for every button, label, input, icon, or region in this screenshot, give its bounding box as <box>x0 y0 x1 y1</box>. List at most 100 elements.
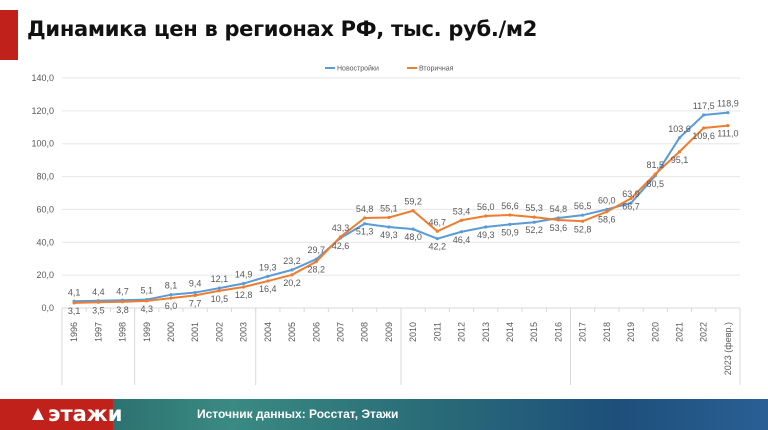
series-line-vtorichnaya <box>74 124 728 304</box>
data-point <box>193 290 197 295</box>
x-tick-label: 2018 <box>602 322 612 342</box>
data-point <box>363 222 367 226</box>
y-tick-label: 20,0 <box>36 270 54 280</box>
data-label: 28,2 <box>307 265 325 275</box>
data-point <box>629 201 633 205</box>
data-label: 46,7 <box>429 217 447 227</box>
x-tick-label: 2000 <box>166 322 176 342</box>
data-point <box>459 218 464 222</box>
data-label: 43,3 <box>332 223 350 233</box>
data-label: 49,3 <box>380 230 398 240</box>
data-point <box>290 273 294 277</box>
data-point <box>387 215 391 220</box>
data-point <box>581 213 585 217</box>
data-label: 56,0 <box>477 202 495 212</box>
data-label: 42,2 <box>429 242 447 252</box>
x-tick-label: 2019 <box>626 322 636 342</box>
x-tick-label: 2014 <box>505 322 515 342</box>
data-label: 117,5 <box>693 101 715 111</box>
y-tick-label: 40,0 <box>36 237 54 247</box>
x-tick-label: 1999 <box>142 322 152 342</box>
x-tick-label: 2016 <box>553 322 563 342</box>
data-point <box>169 296 173 300</box>
data-point <box>629 196 633 201</box>
x-tick-label: 2007 <box>335 322 345 342</box>
data-point <box>266 279 270 283</box>
data-point <box>387 225 391 229</box>
data-label: 46,4 <box>453 235 471 245</box>
data-label: 95,1 <box>671 155 689 165</box>
data-point <box>193 293 197 297</box>
x-tick-label: 1996 <box>69 322 79 342</box>
x-tick-label: 2015 <box>529 322 539 342</box>
data-point <box>581 219 585 223</box>
data-label: 3,5 <box>92 305 105 315</box>
data-label: 23,2 <box>283 256 301 266</box>
data-point <box>532 220 536 224</box>
data-label: 54,8 <box>550 204 568 214</box>
x-tick-label: 2017 <box>578 322 588 342</box>
data-label: 55,1 <box>380 203 398 213</box>
data-label: 51,3 <box>356 227 374 237</box>
x-tick-label: 2020 <box>650 322 660 342</box>
data-label: 63,9 <box>622 189 640 199</box>
logo-text: этажи <box>48 402 123 426</box>
data-label: 81,5 <box>646 160 664 170</box>
data-label: 53,6 <box>550 223 568 233</box>
data-label: 48,0 <box>404 232 422 242</box>
data-point <box>411 209 415 213</box>
data-label: 53,4 <box>453 206 471 216</box>
data-point <box>411 227 415 231</box>
x-tick-label: 2009 <box>384 322 394 342</box>
data-point <box>702 113 706 117</box>
line-chart: 0,0 20,0 40,0 60,0 80,0 100,0 120,0 140,0 1996 19… <box>31 65 741 385</box>
data-point <box>677 136 682 140</box>
title-accent-bar <box>0 10 18 60</box>
data-label: 9,4 <box>189 279 202 289</box>
data-point <box>314 260 318 264</box>
data-point <box>435 229 439 233</box>
data-point <box>435 237 439 241</box>
data-point <box>556 218 560 222</box>
data-label: 8,1 <box>165 281 178 291</box>
data-label: 19,3 <box>259 262 277 272</box>
data-label: 3,8 <box>116 305 129 315</box>
x-tick-label: 2004 <box>263 322 273 342</box>
data-point <box>363 216 367 220</box>
y-tick-label: 0,0 <box>41 303 54 313</box>
data-point <box>72 301 76 305</box>
data-label: 4,7 <box>116 286 129 296</box>
data-point <box>677 150 682 154</box>
data-label: 103,6 <box>668 124 691 134</box>
x-tick-label: 2002 <box>214 322 224 342</box>
data-point <box>653 172 657 176</box>
data-label: 56,6 <box>501 201 519 211</box>
x-tick-label: 2022 <box>699 322 709 342</box>
data-label: 56,5 <box>574 201 592 211</box>
x-tick-label: 2003 <box>239 322 249 342</box>
legend-label: Новостройки <box>337 65 379 73</box>
data-label: 4,3 <box>140 304 153 314</box>
data-point <box>338 235 343 239</box>
data-label: 12,8 <box>235 290 253 300</box>
page-title: Динамика цен в регионах РФ, тыс. руб./м2 <box>27 17 538 41</box>
y-tick-label: 80,0 <box>36 172 54 182</box>
data-label: 50,9 <box>501 227 519 237</box>
data-label: 66,7 <box>622 201 640 211</box>
data-point <box>726 124 730 128</box>
data-point <box>508 222 512 226</box>
x-tick-label: 2023 (февр.) <box>723 322 733 375</box>
data-point <box>508 213 512 217</box>
data-label: 3,1 <box>68 306 81 316</box>
data-point <box>169 293 173 297</box>
x-tick-label: 1997 <box>93 322 103 342</box>
data-point <box>96 300 100 304</box>
y-tick-label: 120,0 <box>31 106 54 116</box>
data-label: 54,8 <box>356 204 374 214</box>
data-point <box>266 274 270 278</box>
data-label: 4,4 <box>92 287 105 297</box>
series-line-novostroyki <box>74 111 728 303</box>
data-label: 5,1 <box>140 286 153 296</box>
x-tick-label: 2008 <box>360 322 370 342</box>
data-label: 109,6 <box>692 131 715 141</box>
